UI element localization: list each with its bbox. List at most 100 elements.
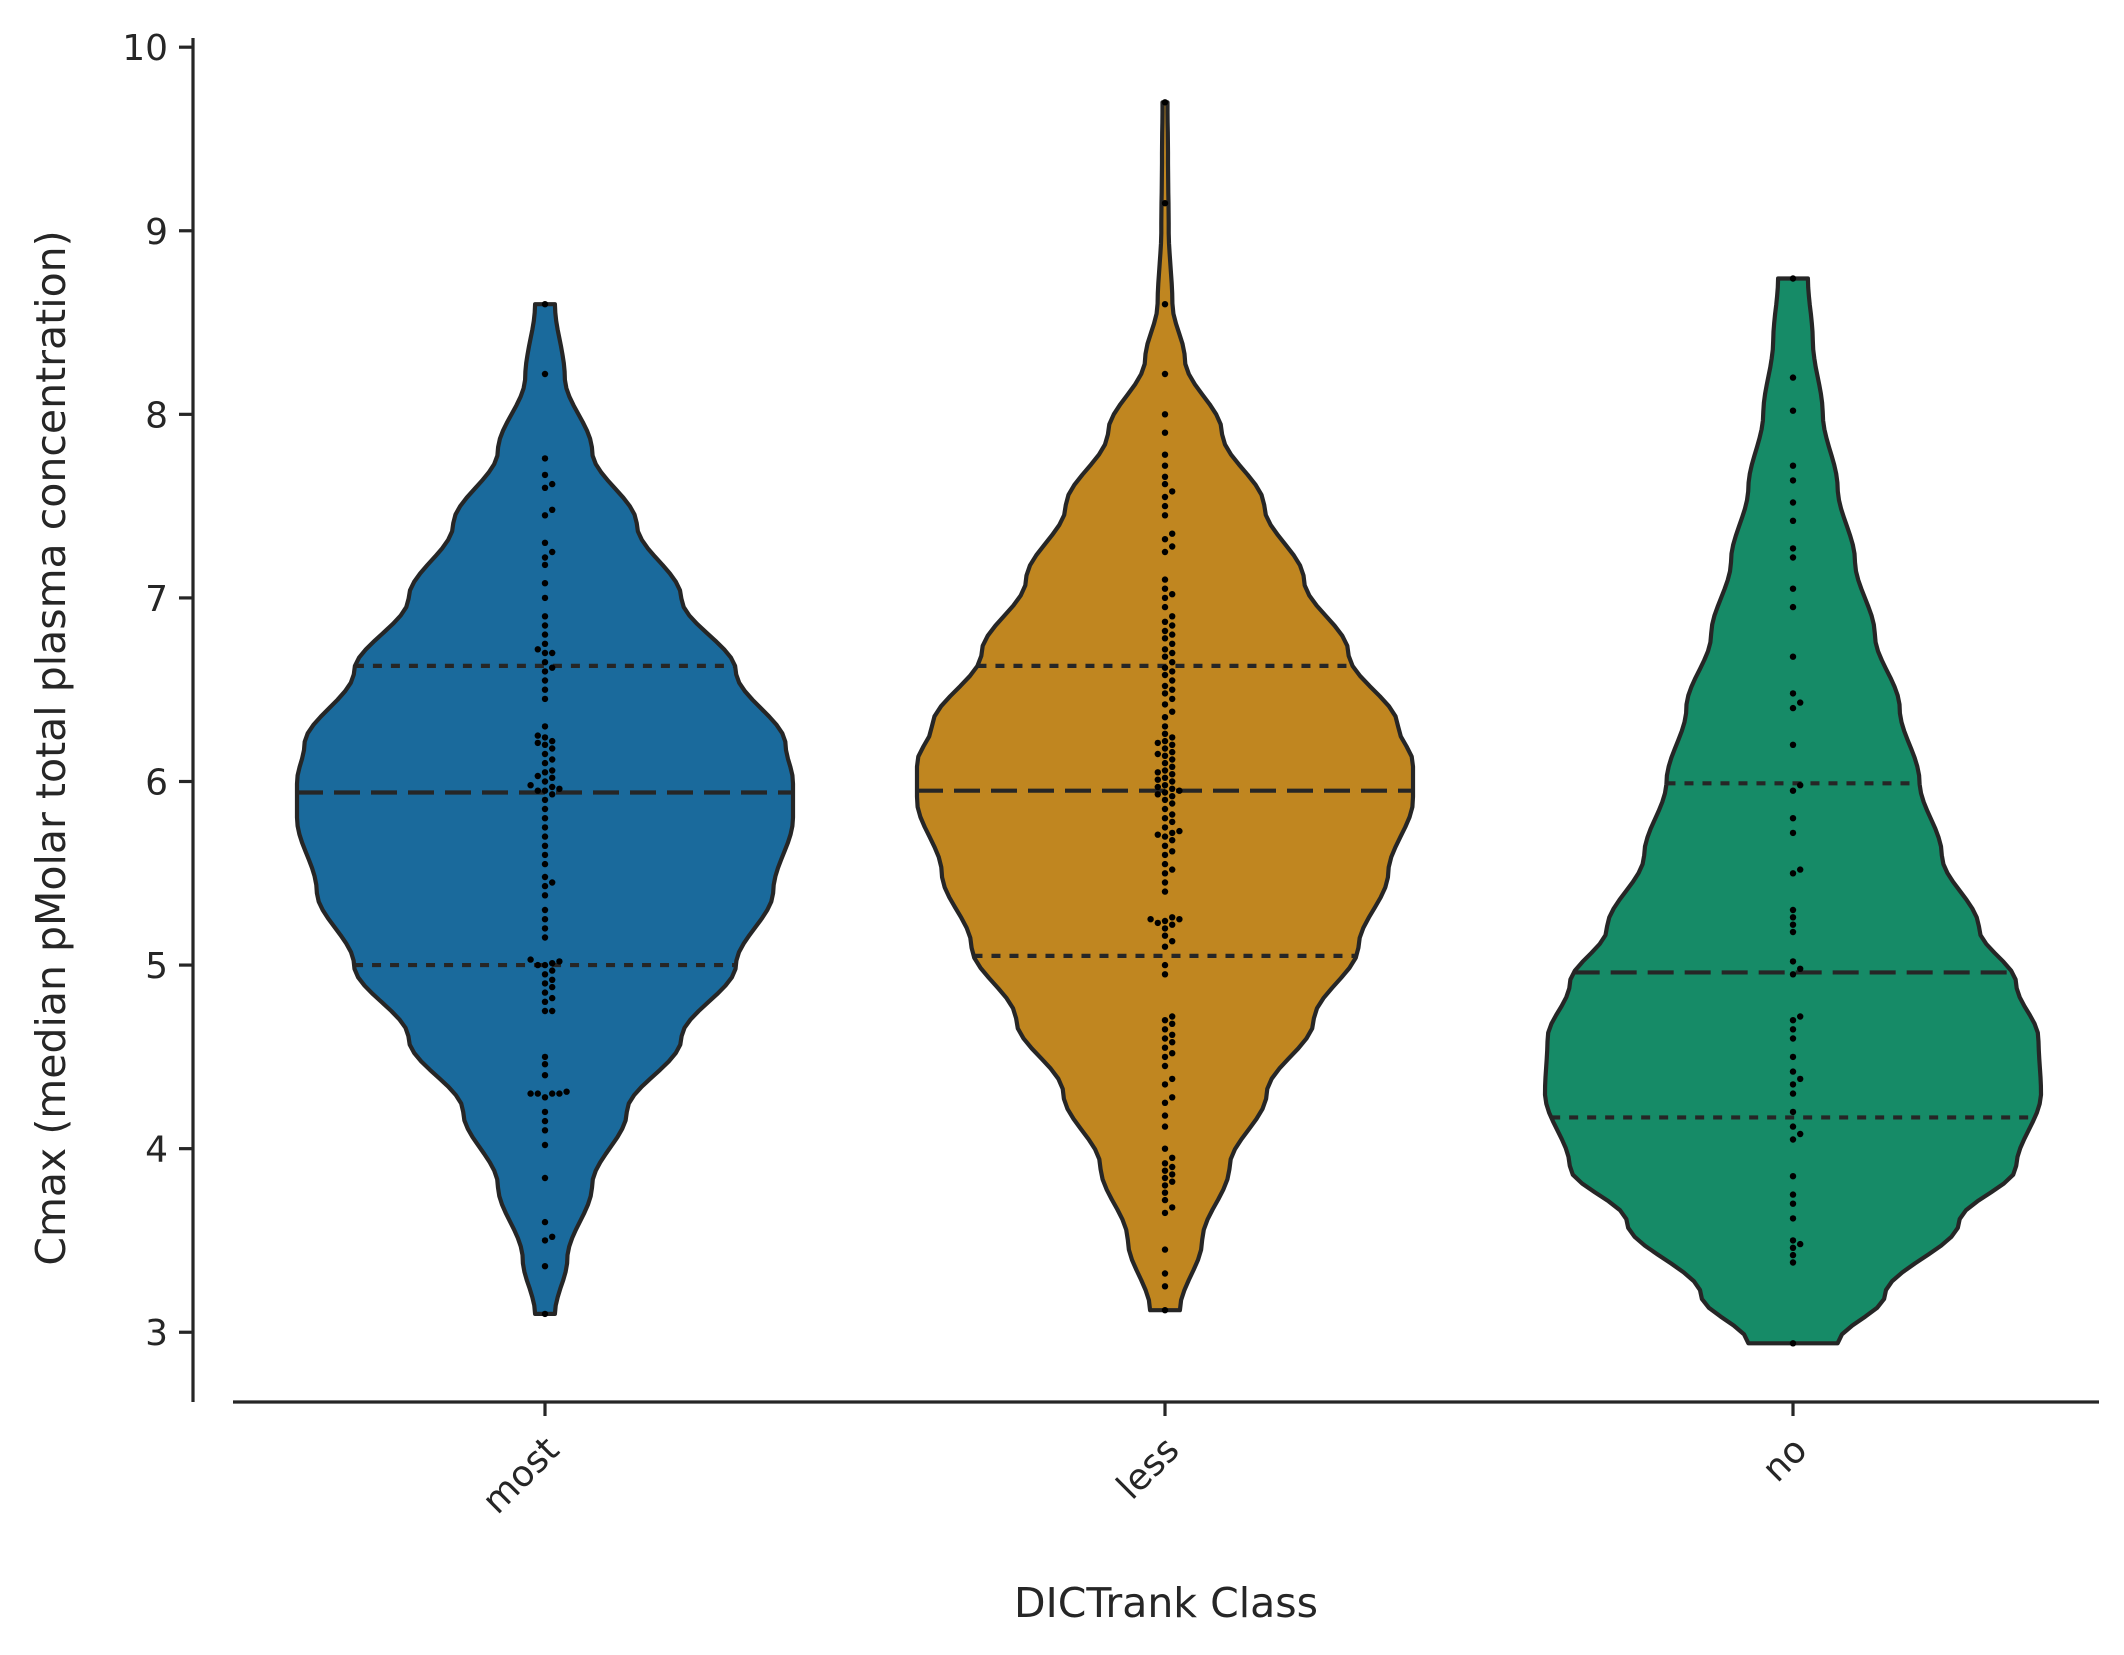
data-point-less-120 — [1169, 543, 1176, 550]
data-point-no-50 — [1789, 374, 1797, 381]
data-point-most-76 — [541, 659, 549, 666]
y-tick-label-6: 6 — [145, 762, 168, 803]
data-point-no-22 — [1797, 1013, 1804, 1020]
data-point-most-77 — [541, 649, 549, 657]
data-point-less-14 — [1161, 1160, 1169, 1167]
y-tick-label-9: 9 — [145, 212, 168, 253]
data-point-less-128 — [1161, 473, 1169, 480]
data-point-less-69 — [1176, 787, 1183, 794]
data-point-less-23 — [1161, 1062, 1169, 1070]
data-point-less-46 — [1161, 888, 1169, 895]
data-point-most-17 — [541, 1061, 549, 1068]
data-point-less-58 — [1176, 827, 1183, 835]
data-point-no-36 — [1789, 741, 1797, 748]
data-point-less-54 — [1169, 837, 1176, 844]
data-point-most-93 — [549, 480, 556, 488]
data-point-less-112 — [1161, 618, 1169, 625]
data-point-most-1 — [541, 1263, 549, 1270]
data-point-less-61 — [1161, 815, 1169, 822]
data-point-less-43 — [1176, 916, 1183, 923]
data-point-less-117 — [1161, 585, 1169, 592]
data-point-less-64 — [1169, 800, 1176, 807]
data-point-less-34 — [1161, 971, 1169, 978]
data-point-most-41 — [541, 873, 549, 881]
data-point-less-72 — [1161, 782, 1169, 789]
data-point-no-0 — [1789, 1340, 1797, 1347]
data-point-most-23 — [541, 989, 549, 996]
data-point-no-19 — [1789, 1035, 1797, 1042]
data-point-no-46 — [1789, 499, 1797, 506]
data-point-no-4 — [1797, 1240, 1804, 1248]
data-point-most-47 — [541, 815, 549, 822]
data-point-less-81 — [1169, 756, 1176, 763]
data-point-less-87 — [1154, 739, 1162, 747]
data-point-most-6 — [541, 1141, 549, 1149]
data-point-less-96 — [1161, 690, 1169, 697]
data-point-less-114 — [1161, 603, 1169, 611]
data-point-no-14 — [1789, 1090, 1797, 1097]
data-point-most-7 — [541, 1127, 549, 1134]
data-point-less-8 — [1161, 1182, 1169, 1189]
data-point-less-47 — [1161, 879, 1169, 886]
data-point-most-81 — [541, 631, 549, 638]
data-point-most-9 — [541, 1108, 549, 1116]
data-point-less-42 — [1161, 917, 1169, 925]
data-point-less-105 — [1169, 649, 1176, 657]
data-point-less-3 — [1161, 1246, 1169, 1253]
data-point-no-25 — [1789, 958, 1797, 965]
data-point-less-125 — [1161, 493, 1169, 501]
data-point-less-88 — [1161, 737, 1169, 745]
data-point-no-2 — [1789, 1251, 1797, 1259]
data-point-most-32 — [556, 958, 563, 965]
data-point-most-75 — [549, 664, 556, 671]
data-point-most-94 — [541, 471, 549, 479]
data-point-less-41 — [1154, 919, 1162, 927]
data-point-less-20 — [1169, 1094, 1176, 1101]
data-point-less-123 — [1161, 512, 1169, 519]
data-point-no-3 — [1789, 1244, 1797, 1252]
data-point-less-7 — [1161, 1189, 1169, 1196]
data-point-less-48 — [1161, 870, 1169, 877]
data-point-most-88 — [549, 548, 556, 556]
data-point-less-50 — [1161, 860, 1169, 868]
data-point-less-134 — [1161, 301, 1169, 308]
data-point-most-86 — [541, 561, 549, 569]
data-point-most-96 — [541, 370, 549, 378]
data-point-most-80 — [541, 640, 549, 647]
data-point-less-22 — [1169, 1075, 1176, 1083]
data-point-less-32 — [1161, 1017, 1169, 1024]
data-point-less-84 — [1169, 748, 1176, 756]
data-point-less-52 — [1169, 848, 1176, 855]
data-point-less-62 — [1169, 811, 1176, 818]
data-point-less-28 — [1161, 1035, 1169, 1042]
data-point-less-15 — [1169, 1154, 1176, 1162]
data-point-no-37 — [1789, 704, 1797, 712]
data-point-most-11 — [549, 1090, 556, 1097]
data-point-most-61 — [541, 759, 549, 767]
data-point-most-69 — [534, 732, 541, 739]
data-point-no-44 — [1789, 545, 1797, 552]
data-point-no-32 — [1789, 829, 1797, 837]
data-point-less-74 — [1154, 776, 1162, 783]
data-point-most-83 — [541, 613, 549, 620]
data-point-less-98 — [1161, 682, 1169, 690]
data-point-most-0 — [541, 1310, 549, 1318]
data-point-no-38 — [1797, 699, 1804, 706]
data-point-less-18 — [1161, 1112, 1169, 1119]
data-point-most-14 — [527, 1090, 534, 1097]
data-point-no-23 — [1789, 971, 1797, 978]
data-point-less-68 — [1161, 789, 1169, 796]
data-point-no-12 — [1789, 1123, 1797, 1130]
data-point-most-27 — [541, 971, 549, 978]
data-point-less-10 — [1161, 1174, 1169, 1182]
data-point-less-71 — [1154, 783, 1162, 791]
data-point-no-16 — [1797, 1075, 1804, 1083]
data-point-less-56 — [1154, 831, 1162, 838]
data-point-less-100 — [1161, 671, 1169, 679]
data-point-no-45 — [1789, 517, 1797, 524]
data-point-most-52 — [534, 787, 541, 794]
y-tick-label-7: 7 — [145, 579, 168, 620]
data-point-less-21 — [1161, 1081, 1169, 1088]
data-point-no-35 — [1797, 782, 1804, 789]
data-point-less-83 — [1154, 750, 1162, 758]
